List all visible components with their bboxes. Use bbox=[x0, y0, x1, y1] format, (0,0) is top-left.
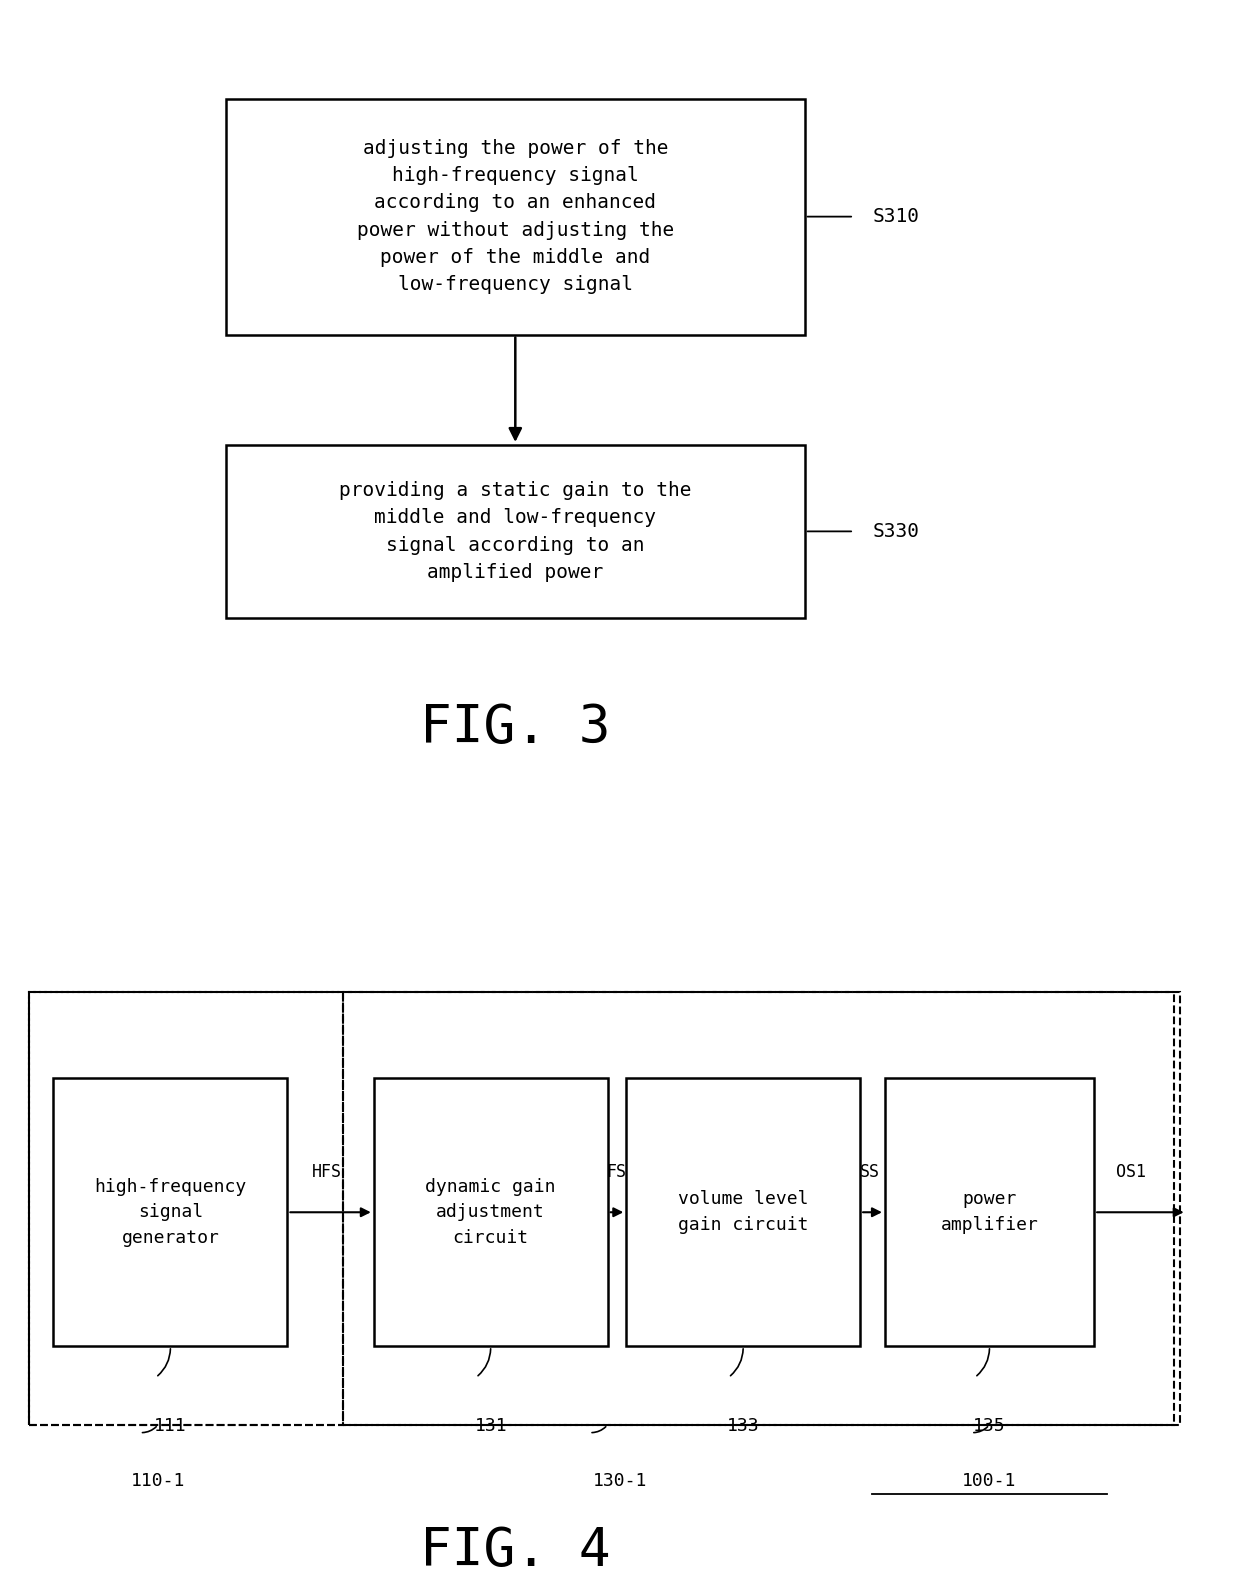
Text: S330: S330 bbox=[873, 522, 920, 541]
FancyBboxPatch shape bbox=[626, 1078, 861, 1347]
FancyBboxPatch shape bbox=[29, 992, 1174, 1425]
Text: 131: 131 bbox=[475, 1417, 507, 1434]
Text: 111: 111 bbox=[154, 1417, 187, 1434]
Text: FIG. 4: FIG. 4 bbox=[420, 1525, 610, 1577]
Text: 133: 133 bbox=[727, 1417, 759, 1434]
Text: providing a static gain to the
middle and low-frequency
signal according to an
a: providing a static gain to the middle an… bbox=[339, 482, 692, 582]
Text: adjusting the power of the
high-frequency signal
according to an enhanced
power : adjusting the power of the high-frequenc… bbox=[357, 138, 673, 294]
Text: SS: SS bbox=[861, 1162, 880, 1181]
Text: 100-1: 100-1 bbox=[962, 1472, 1017, 1490]
Text: high-frequency
signal
generator: high-frequency signal generator bbox=[94, 1178, 247, 1247]
FancyBboxPatch shape bbox=[226, 445, 805, 619]
Text: dynamic gain
adjustment
circuit: dynamic gain adjustment circuit bbox=[425, 1178, 556, 1247]
FancyBboxPatch shape bbox=[373, 1078, 608, 1347]
FancyBboxPatch shape bbox=[226, 99, 805, 334]
Text: volume level
gain circuit: volume level gain circuit bbox=[678, 1191, 808, 1234]
Text: 130-1: 130-1 bbox=[593, 1472, 647, 1490]
Text: FIG. 3: FIG. 3 bbox=[420, 703, 610, 754]
Text: power
amplifier: power amplifier bbox=[941, 1191, 1038, 1234]
FancyBboxPatch shape bbox=[885, 1078, 1094, 1347]
Text: 135: 135 bbox=[973, 1417, 1006, 1434]
FancyBboxPatch shape bbox=[53, 1078, 288, 1347]
Text: OS1: OS1 bbox=[1116, 1162, 1146, 1181]
Text: 110-1: 110-1 bbox=[131, 1472, 185, 1490]
Text: HFS: HFS bbox=[312, 1162, 342, 1181]
Text: S310: S310 bbox=[873, 207, 920, 226]
Text: FS: FS bbox=[606, 1162, 626, 1181]
